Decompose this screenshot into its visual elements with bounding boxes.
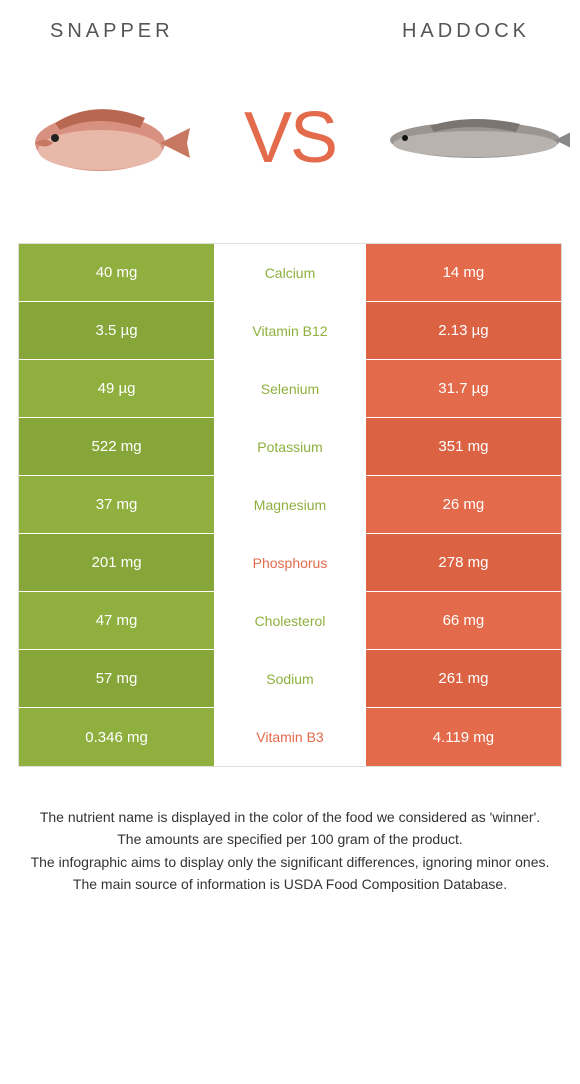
cell-left-value: 3.5 µg — [19, 302, 214, 359]
cell-right-value: 26 mg — [366, 476, 561, 533]
cell-left-value: 47 mg — [19, 592, 214, 649]
cell-nutrient-label: Magnesium — [214, 476, 366, 533]
cell-right-value: 2.13 µg — [366, 302, 561, 359]
cell-right-value: 278 mg — [366, 534, 561, 591]
table-row: 57 mgSodium261 mg — [19, 650, 561, 708]
table-row: 37 mgMagnesium26 mg — [19, 476, 561, 534]
cell-nutrient-label: Cholesterol — [214, 592, 366, 649]
table-row: 201 mgPhosphorus278 mg — [19, 534, 561, 592]
table-row: 40 mgCalcium14 mg — [19, 244, 561, 302]
cell-left-value: 0.346 mg — [19, 708, 214, 766]
header: Snapper Haddock — [0, 0, 580, 53]
table-row: 3.5 µgVitamin B122.13 µg — [19, 302, 561, 360]
cell-right-value: 31.7 µg — [366, 360, 561, 417]
comparison-table: 40 mgCalcium14 mg3.5 µgVitamin B122.13 µ… — [18, 243, 562, 767]
cell-left-value: 201 mg — [19, 534, 214, 591]
cell-nutrient-label: Sodium — [214, 650, 366, 707]
cell-nutrient-label: Vitamin B3 — [214, 708, 366, 766]
cell-right-value: 4.119 mg — [366, 708, 561, 766]
cell-left-value: 37 mg — [19, 476, 214, 533]
footer-line: The amounts are specified per 100 gram o… — [18, 829, 562, 849]
cell-nutrient-label: Phosphorus — [214, 534, 366, 591]
vs-label: VS — [244, 97, 336, 179]
cell-nutrient-label: Potassium — [214, 418, 366, 475]
cell-right-value: 351 mg — [366, 418, 561, 475]
cell-left-value: 522 mg — [19, 418, 214, 475]
footer-notes: The nutrient name is displayed in the co… — [0, 767, 580, 894]
haddock-image — [380, 78, 570, 198]
cell-nutrient-label: Selenium — [214, 360, 366, 417]
cell-left-value: 40 mg — [19, 244, 214, 301]
cell-right-value: 261 mg — [366, 650, 561, 707]
table-row: 47 mgCholesterol66 mg — [19, 592, 561, 650]
cell-left-value: 49 µg — [19, 360, 214, 417]
cell-right-value: 66 mg — [366, 592, 561, 649]
table-row: 0.346 mgVitamin B34.119 mg — [19, 708, 561, 766]
table-row: 522 mgPotassium351 mg — [19, 418, 561, 476]
title-left: Snapper — [50, 20, 174, 43]
cell-right-value: 14 mg — [366, 244, 561, 301]
cell-nutrient-label: Calcium — [214, 244, 366, 301]
title-right: Haddock — [402, 20, 530, 43]
cell-left-value: 57 mg — [19, 650, 214, 707]
footer-line: The main source of information is USDA F… — [18, 874, 562, 894]
footer-line: The infographic aims to display only the… — [18, 852, 562, 872]
footer-line: The nutrient name is displayed in the co… — [18, 807, 562, 827]
table-row: 49 µgSelenium31.7 µg — [19, 360, 561, 418]
cell-nutrient-label: Vitamin B12 — [214, 302, 366, 359]
hero-row: VS — [0, 53, 580, 243]
snapper-image — [10, 78, 200, 198]
